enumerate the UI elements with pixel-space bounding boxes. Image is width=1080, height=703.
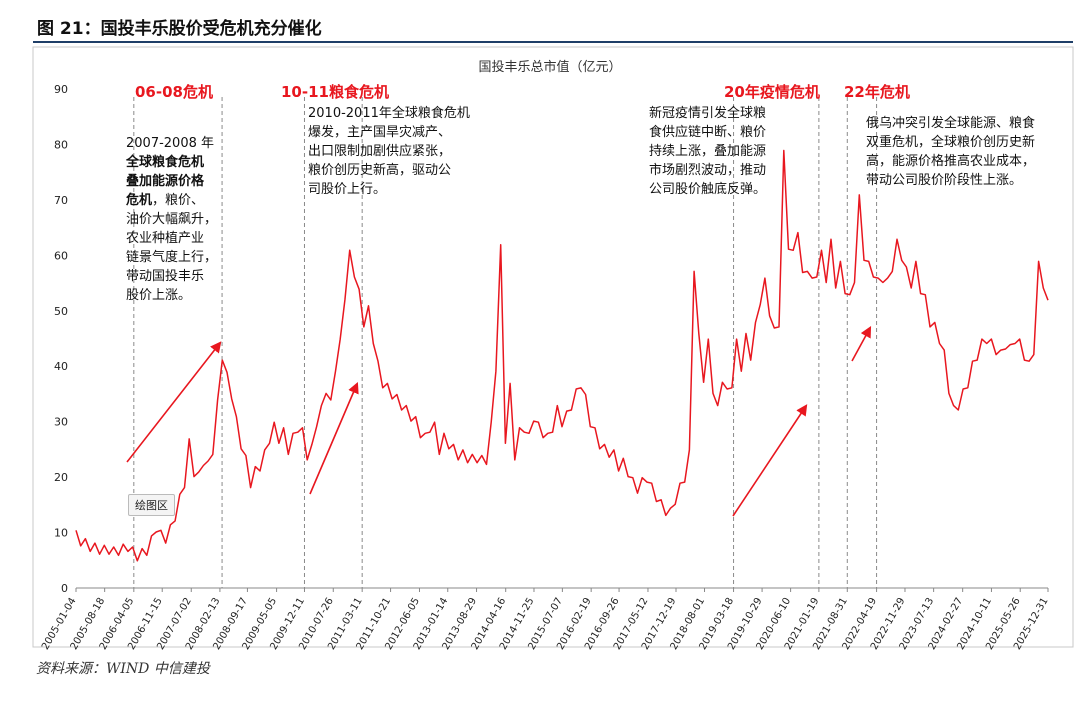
annotation-text: 俄乌冲突引发全球能源、粮食 <box>866 116 1036 131</box>
plot-area-tooltip: 绘图区 <box>128 494 175 516</box>
annotation-text: 市场剧烈波动，推动 <box>649 163 767 178</box>
annotation-text: 链景气度上行， <box>126 250 218 265</box>
chart-title: 国投丰乐总市值（亿元） <box>478 59 621 75</box>
annotation-line: 农业种植产业 <box>126 229 226 248</box>
annotation-line: 全球粮食危机 <box>126 153 226 172</box>
annotation-line: 高，能源价格推高农业成本， <box>866 152 1066 171</box>
trend-arrow <box>126 341 222 463</box>
trend-arrow <box>309 381 359 495</box>
annotation-text: 高，能源价格推高农业成本， <box>866 154 1036 169</box>
annotation-text: 食供应链中断、粮价 <box>649 125 767 140</box>
annotation-line: 油价大幅飙升， <box>126 210 226 229</box>
annotation-line: 双重危机，全球粮价创历史新 <box>866 133 1066 152</box>
y-tick-label: 90 <box>54 83 68 96</box>
annotation-line: 新冠疫情引发全球粮 <box>649 104 799 123</box>
figure-header: 图 21：国投丰乐股价受危机充分催化 <box>33 10 1073 43</box>
annotation-line: 粮价创历史新高，驱动公 <box>308 161 498 180</box>
annotation-text: 带动国投丰乐 <box>126 269 205 284</box>
annotation-line: 叠加能源价格 <box>126 172 226 191</box>
annotation-bold-text: 叠加能源价格 <box>126 174 205 189</box>
annotation-2010-2011: 2010-2011年全球粮食危机 爆发，主产国旱灾减产、 出口限制加剧供应紧张， 粮价… <box>308 104 498 199</box>
annotation-line: 持续上涨，叠加能源 <box>649 142 799 161</box>
annotation-bold-text: 全球粮食危机 <box>126 155 205 170</box>
annotation-text: 2007-2008 年 <box>126 136 214 151</box>
annotation-text: ，粮价、 <box>152 193 205 208</box>
annotation-text: 持续上涨，叠加能源 <box>649 144 767 159</box>
annotation-line: 带动公司股价阶段性上涨。 <box>866 171 1066 190</box>
annotation-line: 司股价上行。 <box>308 180 498 199</box>
crisis-label-2010-2011: 10-11粮食危机 <box>281 83 389 101</box>
annotation-line: 公司股价触底反弹。 <box>649 180 799 199</box>
source-note: 资料来源：WIND 中信建投 <box>36 661 210 677</box>
annotation-text: 粮价创历史新高，驱动公 <box>308 163 452 178</box>
annotation-text: 公司股价触底反弹。 <box>649 182 767 197</box>
annotation-covid: 新冠疫情引发全球粮 食供应链中断、粮价 持续上涨，叠加能源 市场剧烈波动，推动 公司股价… <box>649 104 799 199</box>
annotation-line: 爆发，主产国旱灾减产、 <box>308 123 498 142</box>
annotation-line: 俄乌冲突引发全球能源、粮食 <box>866 114 1066 133</box>
y-tick-label: 80 <box>54 138 68 151</box>
annotation-text: 新冠疫情引发全球粮 <box>649 106 767 121</box>
crisis-label-2020: 20年疫情危机 <box>724 83 820 101</box>
y-tick-label: 20 <box>54 471 68 484</box>
y-tick-label: 70 <box>54 194 68 207</box>
annotation-text: 爆发，主产国旱灾减产、 <box>308 125 452 140</box>
market-cap-series-line <box>75 149 1049 562</box>
annotation-russia-ukraine: 俄乌冲突引发全球能源、粮食 双重危机，全球粮价创历史新 高，能源价格推高农业成本， 带… <box>866 114 1066 190</box>
annotation-line: 出口限制加剧供应紧张， <box>308 142 498 161</box>
annotation-line: 股价上涨。 <box>126 286 226 305</box>
title-rule <box>33 41 1073 43</box>
chart-frame <box>32 46 1074 648</box>
crisis-label-2022: 22年危机 <box>844 83 910 101</box>
annotation-line: 食供应链中断、粮价 <box>649 123 799 142</box>
annotation-text: 司股价上行。 <box>308 182 387 197</box>
y-tick-label: 30 <box>54 416 68 429</box>
y-tick-label: 0 <box>61 582 68 595</box>
annotation-text: 股价上涨。 <box>126 288 192 303</box>
trend-arrow <box>732 404 808 517</box>
annotation-2007-2008: 2007-2008 年全球粮食危机 叠加能源价格 危机，粮价、 油价大幅飙升， 农业种植… <box>126 134 226 305</box>
annotation-text: 带动公司股价阶段性上涨。 <box>866 173 1023 188</box>
annotation-text: 出口限制加剧供应紧张， <box>308 144 452 159</box>
annotation-line: 链景气度上行， <box>126 248 226 267</box>
annotation-text: 油价大幅飙升， <box>126 212 218 227</box>
annotation-bold-text: 危机 <box>126 193 153 208</box>
trend-arrow <box>851 326 872 362</box>
y-tick-label: 10 <box>54 527 68 540</box>
annotation-line: 2010-2011年全球粮食危机 <box>308 104 498 123</box>
annotation-text: 农业种植产业 <box>126 231 205 246</box>
annotation-line: 市场剧烈波动，推动 <box>649 161 799 180</box>
annotation-line: 危机，粮价、 <box>126 191 226 210</box>
annotation-text: 双重危机，全球粮价创历史新 <box>866 135 1036 150</box>
crisis-label-2006-2008: 06-08危机 <box>135 83 213 101</box>
annotation-text: 2010-2011年全球粮食危机 <box>308 106 470 121</box>
figure-title: 图 21：国投丰乐股价受危机充分催化 <box>37 19 322 39</box>
annotation-line: 带动国投丰乐 <box>126 267 226 286</box>
annotation-line: 2007-2008 年 <box>126 134 226 153</box>
y-tick-label: 60 <box>54 249 68 262</box>
y-tick-label: 50 <box>54 305 68 318</box>
y-tick-label: 40 <box>54 360 68 373</box>
